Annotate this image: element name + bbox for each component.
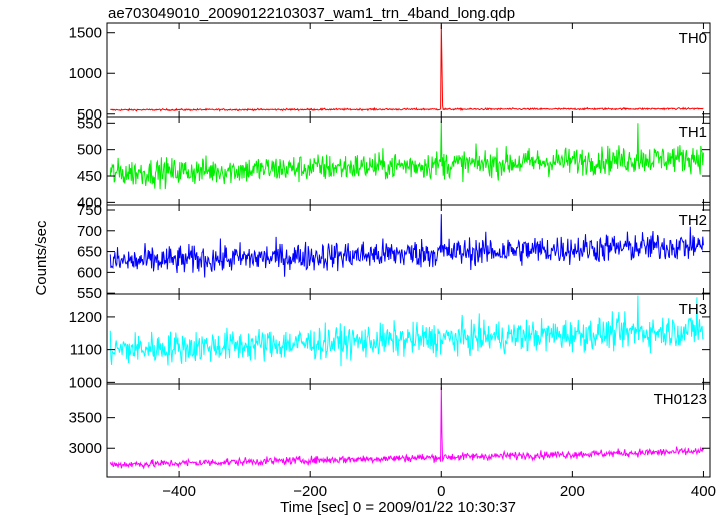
panel-th3: 1000 1100 1200 TH3 xyxy=(69,293,711,391)
x-tick-label: 0 xyxy=(437,483,445,500)
series-line-th0123 xyxy=(109,387,704,470)
series-line-th0 xyxy=(110,24,704,112)
panel-th2: 550 600 650 700 750 TH2 xyxy=(77,202,711,302)
y-tick-label: 1000 xyxy=(69,65,102,82)
y-tick-label: 750 xyxy=(77,202,102,219)
y-tick-label: 500 xyxy=(77,142,102,159)
panel-label: TH0123 xyxy=(654,391,707,408)
x-tick-label: −200 xyxy=(293,483,327,500)
y-tick-label: 3000 xyxy=(69,440,102,457)
y-tick-label: 1100 xyxy=(70,342,102,359)
y-tick-label: 600 xyxy=(77,264,102,281)
y-tick-label: 550 xyxy=(77,115,102,132)
panel-label: TH1 xyxy=(679,124,707,141)
panel-frame xyxy=(106,22,711,118)
y-axis-label: Counts/sec xyxy=(33,220,50,296)
x-tick-label: −400 xyxy=(162,483,196,500)
panel-label: TH0 xyxy=(679,30,707,47)
y-tick-label: 1000 xyxy=(69,374,102,391)
chart-title: ae703049010_20090122103037_wam1_trn_4ban… xyxy=(108,5,515,22)
panel-label: TH3 xyxy=(679,301,707,318)
y-tick-label: 1200 xyxy=(69,309,102,326)
y-tick-label: 1500 xyxy=(69,25,102,42)
y-tick-label: 3500 xyxy=(69,410,102,427)
y-tick-label: 550 xyxy=(77,285,102,302)
panel-th1: 400 450 500 550 TH1 xyxy=(77,115,711,211)
y-tick-label: 400 xyxy=(77,194,102,211)
panel-frame xyxy=(106,383,711,478)
series-line-th2 xyxy=(109,214,704,278)
series-line-th1 xyxy=(109,120,704,190)
panel-label: TH2 xyxy=(679,212,707,229)
x-tick-label: 200 xyxy=(560,483,585,500)
y-tick-label: 700 xyxy=(77,223,102,240)
panel-th0123: 3000 3500 TH0123 xyxy=(69,383,711,478)
y-tick-label: 500 xyxy=(77,106,102,123)
panel-th0: 500 1000 1500 TH0 xyxy=(69,22,711,123)
x-tick-label: 400 xyxy=(691,483,716,500)
y-tick-label: 450 xyxy=(77,168,102,185)
series-line-th3 xyxy=(109,295,704,367)
y-tick-label: 650 xyxy=(77,244,102,261)
x-axis-label: Time [sec] 0 = 2009/01/22 10:30:37 xyxy=(280,499,516,516)
